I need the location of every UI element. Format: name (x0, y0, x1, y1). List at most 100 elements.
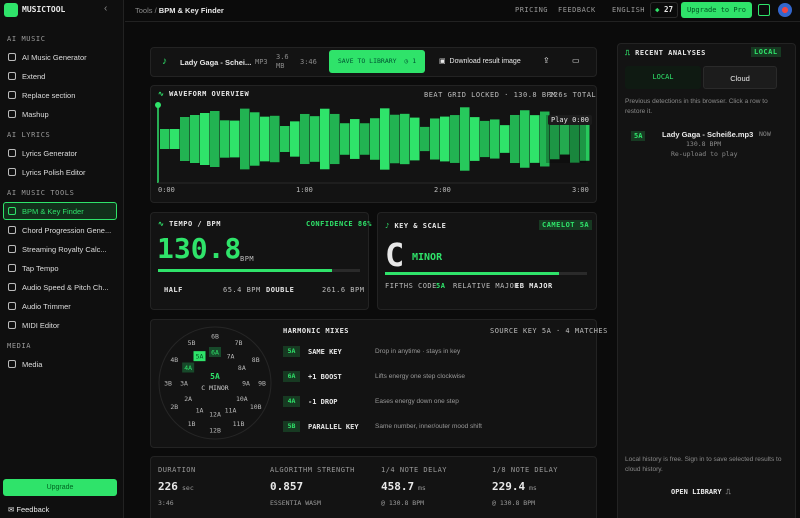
credits[interactable]: ◆ 27 (650, 2, 678, 18)
wheel-ring (158, 326, 272, 440)
waveform-bar (420, 126, 430, 152)
nav-item[interactable]: Tap Tempo (22, 264, 59, 273)
waveform-bar (210, 111, 220, 167)
recent-panel (617, 43, 796, 518)
stat-value: 229.4 (492, 480, 526, 493)
half-value: 65.4 BPM (223, 286, 261, 294)
share-icon[interactable]: ⇪ (543, 56, 550, 65)
folder-icon[interactable]: ▭ (572, 56, 580, 65)
waveform-title-text: WAVEFORM OVERVIEW (169, 90, 250, 98)
stats-card (150, 456, 597, 518)
mix-name: SAME KEY (308, 348, 342, 356)
nav-item[interactable]: AI Music Generator (22, 53, 87, 62)
nav-icon (8, 53, 16, 61)
waveform-tick: 3:00 (572, 186, 589, 194)
item-note: Re-upload to play (671, 150, 738, 158)
nav-icon (8, 72, 16, 80)
nav-item[interactable]: Replace section (22, 91, 76, 100)
nav-item[interactable]: Mashup (22, 110, 49, 119)
stat-label: 1/4 NOTE DELAY (381, 466, 448, 474)
nav-item[interactable]: BPM & Key Finder (22, 207, 84, 216)
nav-item[interactable]: Streaming Royalty Calc... (22, 245, 107, 254)
collapse-button[interactable]: ‹ (104, 3, 108, 14)
avatar[interactable] (778, 3, 792, 17)
play-button[interactable]: Play 0:00 (548, 115, 592, 125)
waveform-bar (520, 110, 530, 168)
wheel-center-scale: C MINOR (201, 384, 228, 392)
upgrade-pro[interactable]: Upgrade to Pro (681, 2, 752, 18)
nav-item[interactable]: Audio Speed & Pitch Ch... (22, 283, 109, 292)
bpm-unit: BPM (240, 255, 255, 263)
nav-item[interactable]: Audio Trimmer (22, 302, 71, 311)
waveform-bar (510, 114, 520, 164)
tempo-title-text: TEMPO / BPM (169, 220, 221, 228)
waveform-tick: 0:00 (158, 186, 175, 194)
nav-item[interactable]: Chord Progression Gene... (22, 226, 112, 235)
stat-label: DURATION (158, 466, 196, 474)
download-button[interactable]: ▣ Download result image (439, 58, 521, 65)
key-title: ♪ KEY & SCALE (385, 222, 447, 230)
top-link[interactable]: ENGLISH (612, 6, 646, 14)
waveform-bar (480, 120, 490, 158)
nav-item[interactable]: Lyrics Generator (22, 149, 78, 158)
nav-item[interactable]: Media (22, 360, 43, 369)
key-bar-fill (385, 272, 559, 275)
tab-cloud[interactable]: Cloud (703, 66, 777, 89)
mix-key[interactable]: 4A (283, 396, 300, 407)
double-label: DOUBLE (266, 286, 295, 294)
wheel-key: 9A (242, 380, 250, 388)
top-link[interactable]: FEEDBACK (558, 6, 596, 14)
nav-section: AI MUSIC (7, 35, 46, 43)
wheel-key: 6B (211, 333, 219, 341)
wheel-key: 8B (252, 356, 260, 364)
stat-sub: @ 130.8 BPM (381, 499, 425, 507)
topbar (125, 0, 800, 22)
relative-label: RELATIVE MAJOR (453, 282, 520, 290)
waveform-bar (290, 121, 300, 157)
wheel-key: 5A (196, 353, 204, 361)
top-link[interactable]: PRICING (515, 6, 549, 14)
feedback-link[interactable]: ✉ Feedback (8, 505, 50, 514)
mix-key[interactable]: 5A (283, 346, 300, 357)
item-key: 5A (631, 131, 646, 141)
nav-icon (8, 226, 16, 234)
upgrade-button[interactable]: Upgrade (3, 479, 117, 496)
nav-icon (8, 264, 16, 272)
crumb-current: BPM & Key Finder (158, 6, 224, 15)
nav-section: AI LYRICS (7, 131, 51, 139)
waveform-bar (560, 123, 570, 155)
mix-key[interactable]: 6A (283, 371, 300, 382)
file-size: 3.6 MB (276, 53, 289, 70)
nav-item[interactable]: Lyrics Polish Editor (22, 168, 86, 177)
open-library-text: OPEN LIBRARY (671, 488, 722, 496)
waveform-bar (350, 119, 360, 159)
mixes-source: SOURCE KEY 5A · 4 MATCHES (490, 327, 608, 335)
tempo-title: ∿ TEMPO / BPM (158, 220, 221, 228)
tab-local[interactable]: LOCAL (625, 66, 701, 89)
waveform-bar (410, 117, 420, 161)
nav-active-bg (3, 202, 117, 220)
waveform-bar (300, 113, 310, 165)
file-name: Lady Gaga - Schei... (180, 58, 252, 67)
waveform-bar (320, 108, 330, 170)
waveform[interactable] (150, 85, 597, 203)
wheel-center-key: 5A (210, 372, 220, 381)
waveform-bar (330, 113, 340, 165)
relative-value: EB MAJOR (515, 282, 553, 290)
file-duration: 3:46 (300, 58, 317, 66)
save-button[interactable]: SAVE TO LIBRARY ◷ 1 (329, 50, 425, 73)
waveform-bar (340, 123, 350, 155)
waveform-bar (230, 120, 240, 158)
key-title-text: KEY & SCALE (394, 222, 447, 230)
waveform-bar (310, 116, 320, 162)
waveform-bar (160, 129, 170, 149)
wheel-key: 1B (188, 420, 196, 428)
nav-item[interactable]: Extend (22, 72, 46, 81)
nav-item[interactable]: MIDI Editor (22, 321, 60, 330)
mix-key[interactable]: 5B (283, 421, 300, 432)
calendar-icon[interactable] (758, 4, 770, 16)
open-library[interactable]: OPEN LIBRARY ⎍ (671, 488, 731, 496)
crumb-root[interactable]: Tools (135, 6, 153, 15)
wheel-highlight (209, 347, 221, 357)
